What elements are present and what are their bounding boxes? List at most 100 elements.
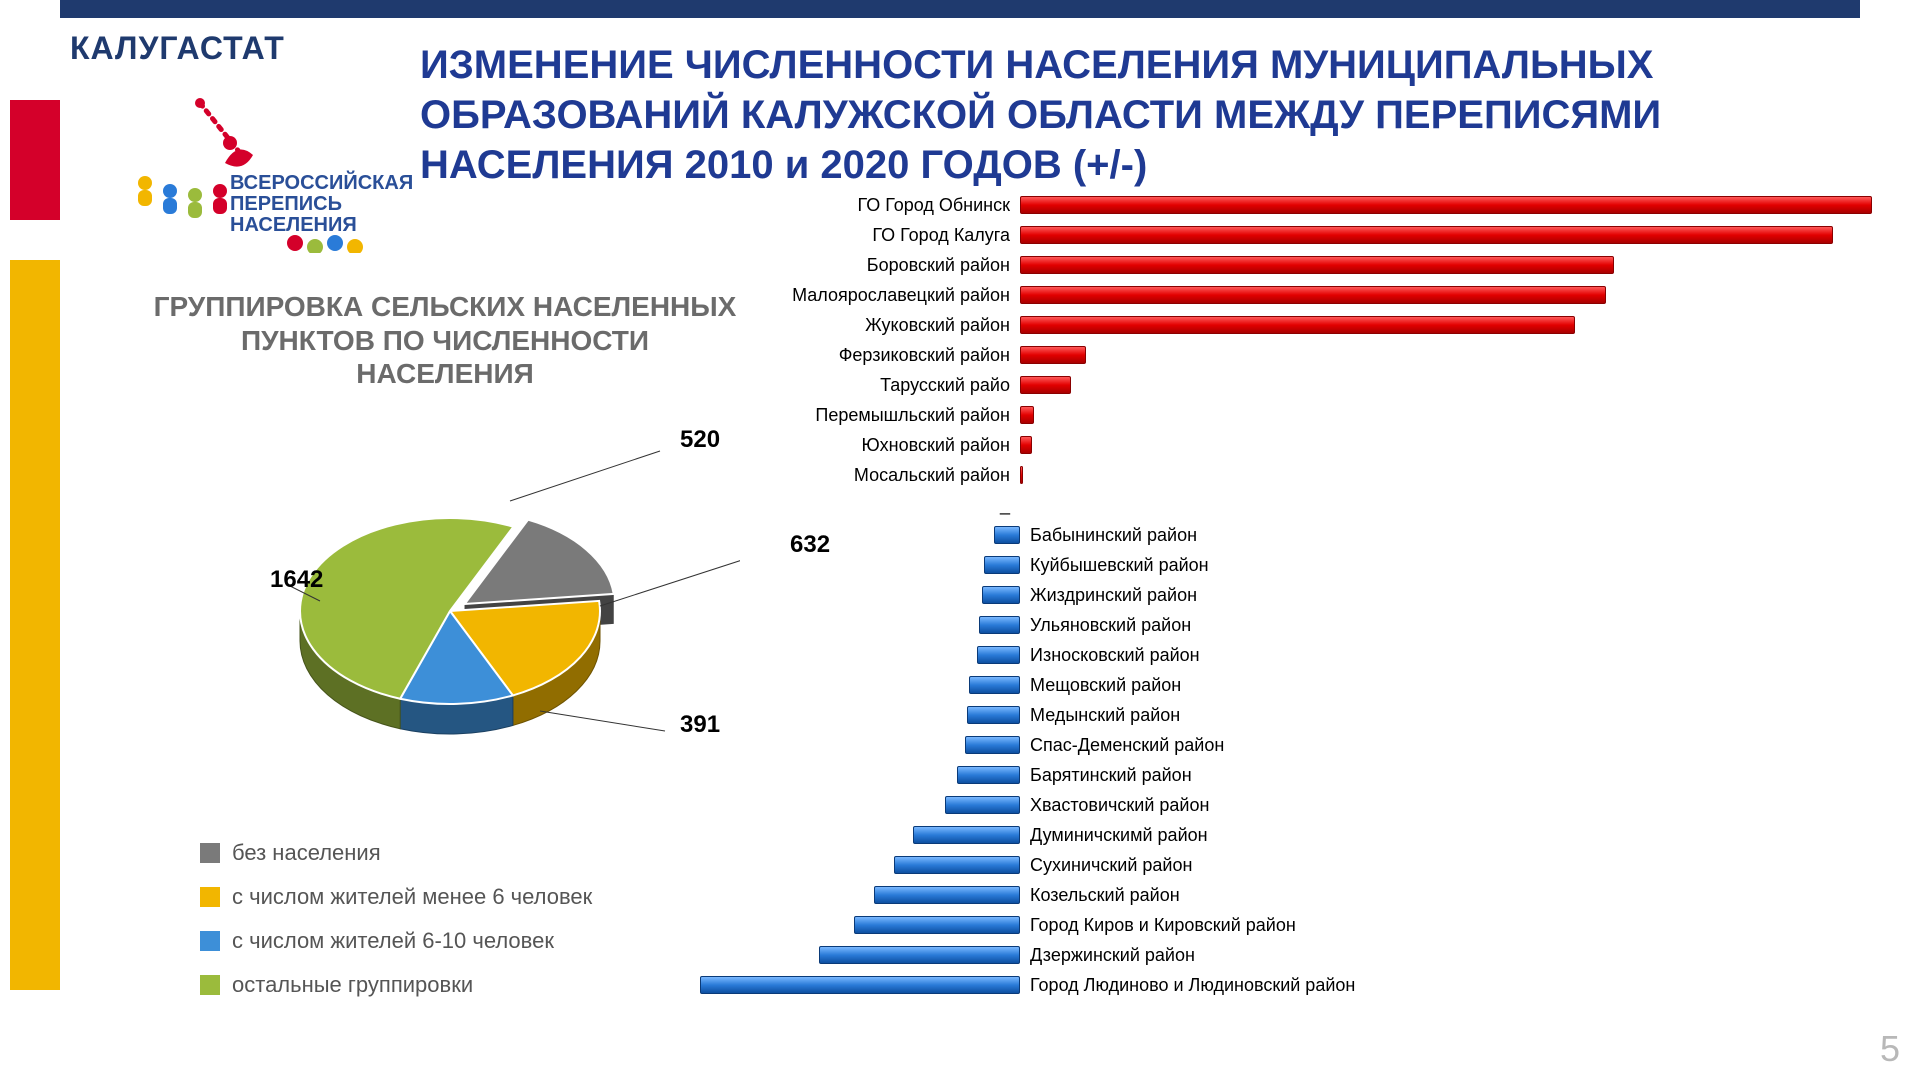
bar-label: Спас-Деменский район [1020, 735, 1224, 756]
bar-positive [1020, 376, 1071, 394]
bar-row: Юхновский район [700, 430, 1900, 460]
legend-item: с числом жителей 6-10 человек [200, 919, 740, 963]
bar-negative [913, 826, 1020, 844]
bar-label: Мосальский район [700, 465, 1020, 486]
legend-swatch [200, 975, 220, 995]
bar-label: Износковский район [1020, 645, 1200, 666]
bar-row: ГО Город Обнинск [700, 190, 1900, 220]
bar-label: Перемышльский район [700, 405, 1020, 426]
bar-row: Боровский район [700, 250, 1900, 280]
bar-label: Куйбышевский район [1020, 555, 1209, 576]
bar-label: Бабынинский район [1020, 525, 1197, 546]
bar-row: Износковский район [700, 640, 1900, 670]
bar-negative [819, 946, 1020, 964]
bar-negative [967, 706, 1020, 724]
bar-negative [994, 526, 1020, 544]
bar-label: Малоярославецкий район [700, 285, 1020, 306]
red-side-tab [10, 100, 60, 220]
bar-negative [979, 616, 1020, 634]
bar-positive [1020, 256, 1614, 274]
legend-item: с числом жителей менее 6 человек [200, 875, 740, 919]
bar-negative [854, 916, 1020, 934]
brand-subtitle-l1: ВСЕРОССИЙСКАЯ [230, 173, 413, 194]
legend-label: с числом жителей менее 6 человек [232, 875, 592, 919]
bar-row: Сухиничский район [700, 850, 1900, 880]
bar-row: Перемышльский район [700, 400, 1900, 430]
top-bar [60, 0, 1860, 18]
bar-label: Город Киров и Кировский район [1020, 915, 1296, 936]
bar-label: ГО Город Калуга [700, 225, 1020, 246]
bar-row: Дзержинский район [700, 940, 1900, 970]
bar-row: Малоярославецкий район [700, 280, 1900, 310]
bar-row: Бабынинский район [700, 520, 1900, 550]
bar-label: Медынский район [1020, 705, 1180, 726]
legend-label: остальные группировки [232, 963, 473, 1007]
bar-negative [977, 646, 1020, 664]
bar-negative [969, 676, 1020, 694]
legend-swatch [200, 887, 220, 907]
bar-label: Козельский район [1020, 885, 1180, 906]
legend-item: остальные группировки [200, 963, 740, 1007]
legend-item: без населения [200, 831, 740, 875]
bar-row: Медынский район [700, 700, 1900, 730]
bar-row: Барятинский район [700, 760, 1900, 790]
bar-label: Дзержинский район [1020, 945, 1195, 966]
pie-value-3: 1642 [270, 566, 323, 594]
yellow-side-tab [10, 260, 60, 990]
brand-title: КАЛУГАСТАТ [70, 30, 400, 67]
legend-label: без населения [232, 831, 381, 875]
bar-row: Город Киров и Кировский район [700, 910, 1900, 940]
pie-chart-block: ГРУППИРОВКА СЕЛЬСКИХ НАСЕЛЕННЫХ ПУНКТОВ … [150, 290, 740, 1007]
bar-row: Мещовский район [700, 670, 1900, 700]
bar-label: Боровский район [700, 255, 1020, 276]
bar-row: Жиздринский район [700, 580, 1900, 610]
bar-row: Думиничскимй район [700, 820, 1900, 850]
bar-row: ГО Город Калуга [700, 220, 1900, 250]
bar-label: Хвастовичский район [1020, 795, 1209, 816]
bar-row: _ [700, 490, 1900, 520]
bar-row: Город Людиново и Людиновский район [700, 970, 1900, 1000]
bar-negative [957, 766, 1020, 784]
bar-row: Козельский район [700, 880, 1900, 910]
bar-label: Жиздринский район [1020, 585, 1197, 606]
brand-subtitle-l3: НАСЕЛЕНИЯ [230, 215, 413, 236]
bar-label: Мещовский район [1020, 675, 1181, 696]
bar-negative [984, 556, 1020, 574]
bar-label: ГО Город Обнинск [700, 195, 1020, 216]
bar-negative [965, 736, 1020, 754]
bar-label: Сухиничский район [1020, 855, 1192, 876]
bar-positive [1020, 466, 1023, 484]
bar-positive [1020, 196, 1872, 214]
bar-label: Ферзиковский район [700, 345, 1020, 366]
bar-positive [1020, 286, 1606, 304]
bar-label: Юхновский район [700, 435, 1020, 456]
bar-positive [1020, 406, 1034, 424]
bar-negative [982, 586, 1020, 604]
pie-chart: 520 632 391 1642 [150, 411, 740, 791]
bar-negative [894, 856, 1020, 874]
bar-positive [1020, 226, 1833, 244]
bar-label: Тарусский райо [700, 375, 1020, 396]
bar-row: Хвастовичский район [700, 790, 1900, 820]
bar-row: Тарусский райо [700, 370, 1900, 400]
bar-row: Ульяновский район [700, 610, 1900, 640]
bar-negative [700, 976, 1020, 994]
bar-row: Спас-Деменский район [700, 730, 1900, 760]
bar-negative [945, 796, 1020, 814]
bar-label: Думиничскимй район [1020, 825, 1208, 846]
bar-row: Куйбышевский район [700, 550, 1900, 580]
bar-label: Жуковский район [700, 315, 1020, 336]
pie-title: ГРУППИРОВКА СЕЛЬСКИХ НАСЕЛЕННЫХ ПУНКТОВ … [150, 290, 740, 391]
page-title: ИЗМЕНЕНИЕ ЧИСЛЕННОСТИ НАСЕЛЕНИЯ МУНИЦИПА… [420, 40, 1860, 190]
legend-swatch [200, 843, 220, 863]
bar-row: Жуковский район [700, 310, 1900, 340]
brand-block: КАЛУГАСТАТ [70, 30, 400, 253]
bar-chart: ГО Город Обнинск ГО Город Калуга Боровский… [700, 190, 1900, 1000]
bar-positive [1020, 436, 1032, 454]
bar-positive [1020, 346, 1086, 364]
bar-row: Ферзиковский район [700, 340, 1900, 370]
pie-legend: без населенияс числом жителей менее 6 че… [200, 831, 740, 1007]
bar-row: Мосальский район [700, 460, 1900, 490]
bar-positive [1020, 316, 1575, 334]
bar-label: Ульяновский район [1020, 615, 1191, 636]
